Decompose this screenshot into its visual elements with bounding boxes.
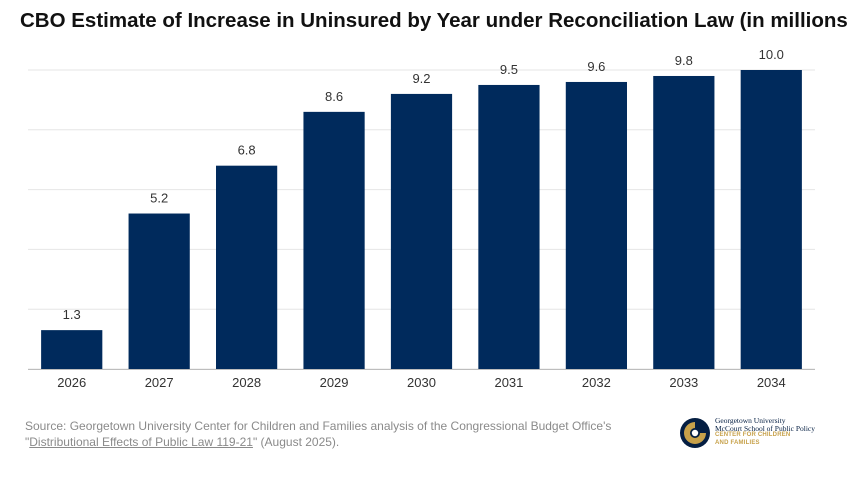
bar-2031 [478,84,540,369]
x-tick-label-2026: 2026 [57,375,86,390]
x-tick-label-2032: 2032 [582,375,611,390]
bar-2033 [653,75,715,369]
source-link[interactable]: Distributional Effects of Public Law 119… [29,435,253,449]
value-labels: 1.3 5.2 6.8 8.6 9.2 9.5 9.6 9.8 10.0 [63,47,784,322]
x-tick-label-2030: 2030 [407,375,436,390]
bar-2026 [41,330,103,369]
x-tick-label-2031: 2031 [494,375,523,390]
bar-2028 [216,165,278,369]
chart-title: CBO Estimate of Increase in Uninsured by… [20,9,847,32]
value-label-2026: 1.3 [63,307,81,322]
x-tick-label-2029: 2029 [320,375,349,390]
bar-2030 [390,93,453,370]
georgetown-logo[interactable]: Georgetown University McCourt School of … [679,415,829,451]
x-tick-label-2034: 2034 [757,375,786,390]
logo-university: Georgetown University [715,416,786,425]
value-label-2033: 9.8 [675,53,693,68]
bar-2032 [565,81,627,370]
value-label-2032: 9.6 [587,59,605,74]
bar-chart: 1.35.26.88.69.29.5 9.6 9.8 10.0 2026 2027 202… [28,47,815,390]
logo-center-line1: CENTER FOR CHILDREN [715,432,791,438]
value-label-2030: 9.2 [412,71,430,86]
logo-center-line2: AND FAMILIES [715,439,760,446]
x-tick-label-2028: 2028 [232,375,261,390]
x-axis-tick-labels: 2026 2027 2028 2029 2030 2031 2032 2033 2034 [57,375,785,390]
value-label-2029: 8.6 [325,89,343,104]
source-note: Source: Georgetown University Center for… [25,418,635,450]
value-label-2034: 10.0 [759,47,784,62]
value-label-2028: 6.8 [238,143,256,158]
value-label-2031: 9.5 [500,62,518,77]
bars [41,70,802,370]
x-tick-label-2033: 2033 [669,375,698,390]
logo-school: McCourt School of Public Policy [715,423,815,433]
georgetown-seal-icon [680,418,710,448]
bar-2027 [128,213,190,369]
source-suffix: " (August 2025). [252,435,340,449]
value-label-2027: 5.2 [150,191,168,206]
bar-2029 [303,111,365,370]
source-prefix: Source: Georgetown University Center for… [25,419,612,449]
bar-2034 [740,70,802,369]
x-tick-label-2027: 2027 [145,375,174,390]
